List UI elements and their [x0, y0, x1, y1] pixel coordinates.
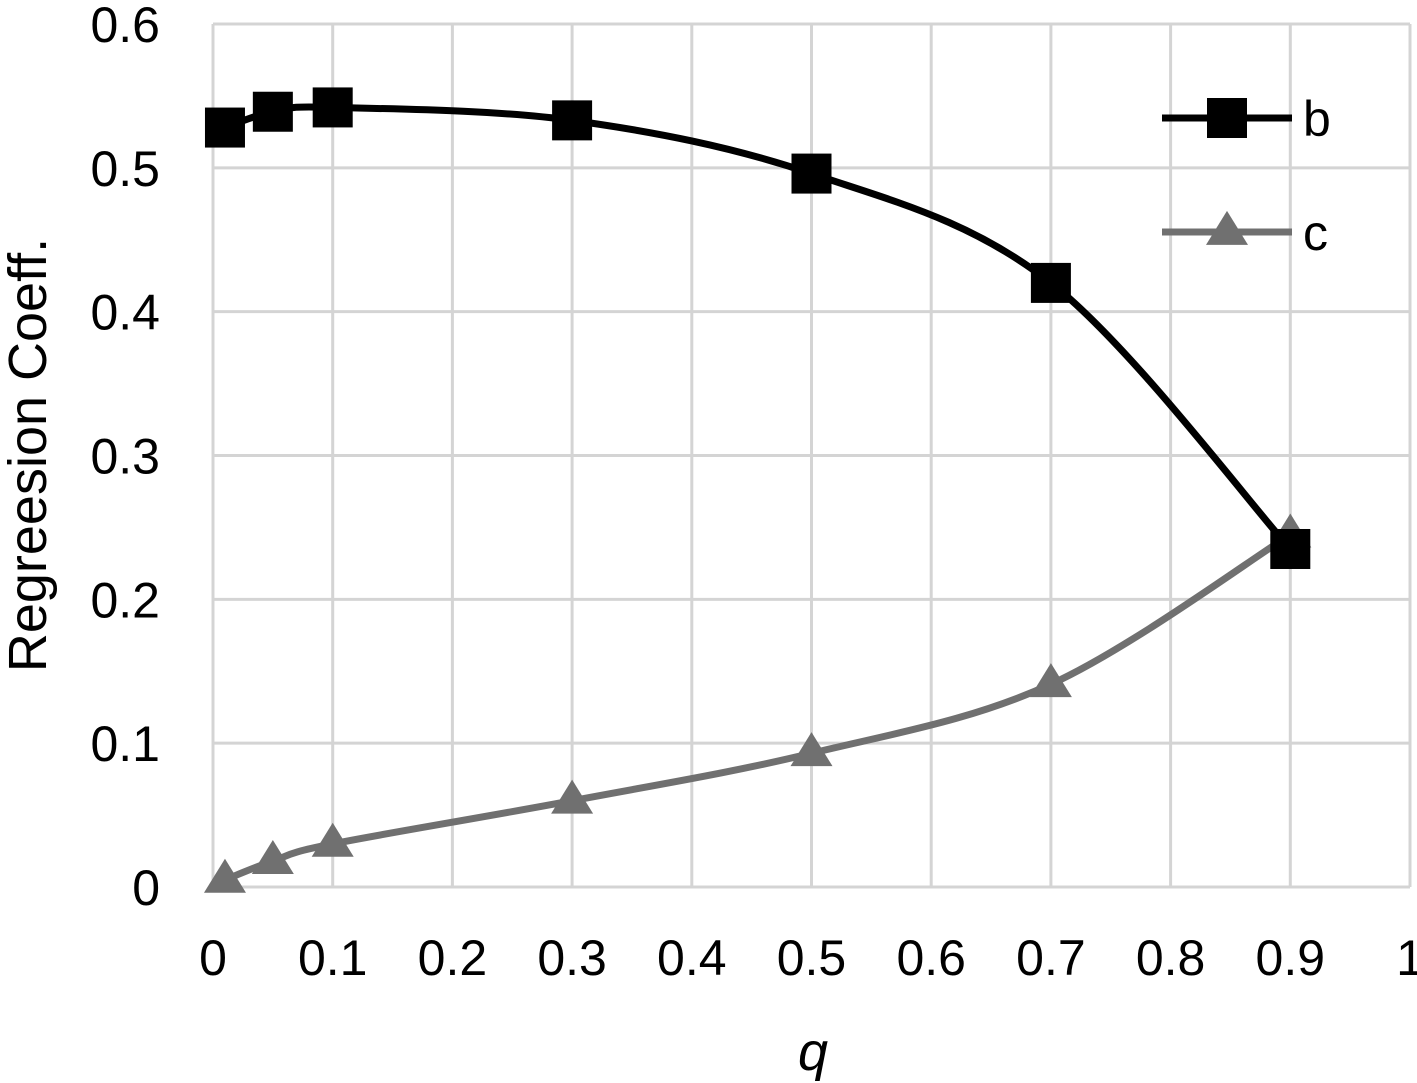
x-tick-label: 0.4: [657, 930, 727, 986]
y-tick-label: 0.1: [90, 716, 160, 772]
x-tick-label: 0.5: [777, 930, 847, 986]
x-tick-label: 0.9: [1256, 930, 1326, 986]
data-point-b: [312, 87, 353, 128]
x-tick-label: 0.6: [896, 930, 966, 986]
y-tick-labels: 0 0.1 0.2 0.3 0.4 0.5 0.6: [90, 0, 160, 916]
x-tick-label: 1: [1396, 930, 1417, 986]
legend-label-c: c: [1303, 205, 1328, 261]
y-tick-label: 0.6: [90, 0, 160, 53]
data-point-c: [790, 732, 833, 767]
series-line-b: [223, 103, 1293, 552]
data-point-b: [204, 107, 245, 148]
series-line-c: [223, 531, 1293, 884]
data-point-b: [252, 91, 293, 132]
data-point-c: [251, 840, 294, 875]
data-point-b: [1270, 528, 1311, 569]
x-tick-label: 0.3: [537, 930, 607, 986]
legend-marker-c: [1206, 210, 1248, 245]
y-tick-label: 0: [132, 860, 160, 916]
x-tick-labels: 0 0.1 0.2 0.3 0.4 0.5 0.6 0.7 0.8 0.9 1: [199, 930, 1417, 986]
series-c: [203, 513, 1312, 893]
data-point-c: [203, 858, 246, 893]
x-tick-label: 0: [199, 930, 227, 986]
y-tick-label: 0.4: [90, 285, 160, 341]
series-layer: [203, 87, 1312, 893]
data-point-c: [311, 822, 354, 857]
legend-item-b: b: [1162, 91, 1331, 147]
x-axis-title: q: [798, 1022, 828, 1082]
x-tick-label: 0.7: [1016, 930, 1086, 986]
series-b: [204, 87, 1311, 569]
data-point-b: [1030, 262, 1071, 303]
data-point-b: [552, 100, 593, 141]
y-axis-title: Regreesion Coeff.: [0, 238, 58, 672]
x-tick-label: 0.8: [1136, 930, 1206, 986]
legend-item-c: c: [1162, 205, 1328, 261]
data-point-c: [551, 779, 594, 814]
legend-marker-b: [1207, 98, 1247, 138]
y-tick-label: 0.5: [90, 141, 160, 197]
y-tick-label: 0.3: [90, 429, 160, 485]
data-point-b: [791, 153, 832, 194]
legend-label-b: b: [1303, 91, 1331, 147]
data-point-c: [1029, 663, 1072, 698]
y-tick-label: 0.2: [90, 572, 160, 628]
x-tick-label: 0.2: [418, 930, 488, 986]
legend: bc: [1162, 91, 1331, 261]
x-tick-label: 0.1: [298, 930, 368, 986]
